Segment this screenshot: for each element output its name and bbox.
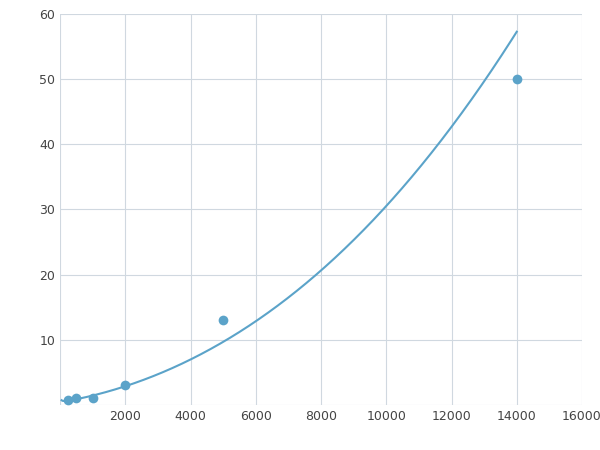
Point	[71, 395, 81, 402]
Point	[512, 75, 521, 82]
Point	[64, 397, 73, 404]
Point	[88, 395, 97, 402]
Point	[218, 317, 228, 324]
Point	[121, 382, 130, 389]
